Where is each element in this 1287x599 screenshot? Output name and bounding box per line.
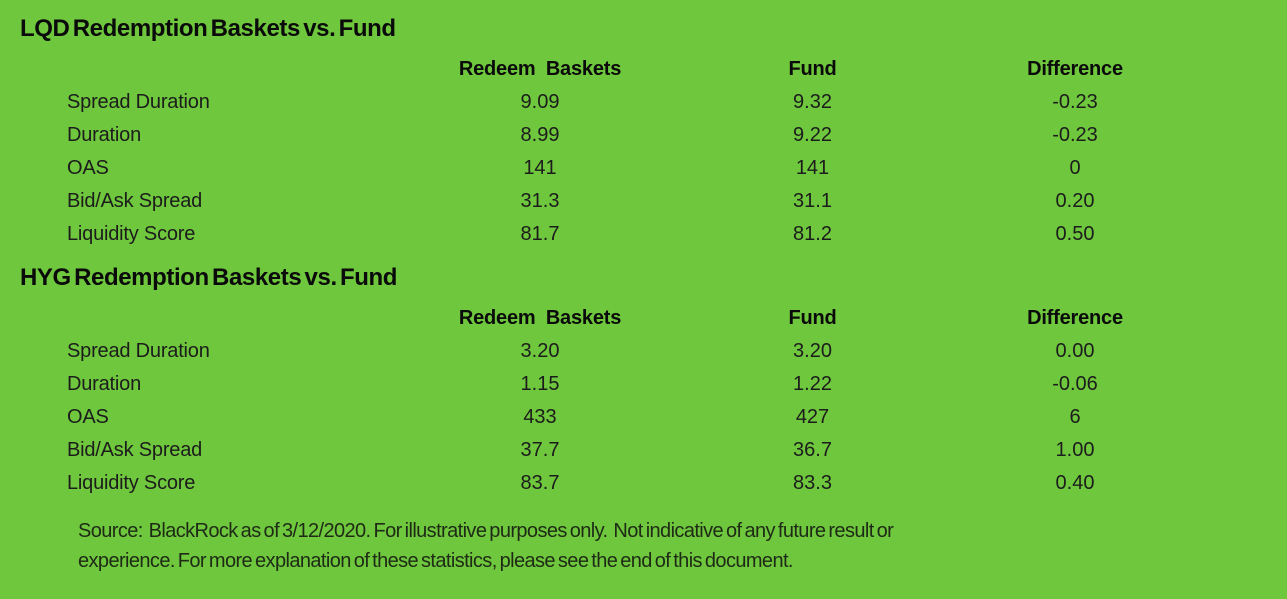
cell-difference: 0.00 bbox=[1055, 340, 1095, 362]
cell-difference: 1.00 bbox=[1055, 439, 1095, 461]
row-label: Duration bbox=[67, 124, 141, 146]
cell-redeem-baskets: 9.09 bbox=[520, 91, 560, 113]
lqd-header-row: Redeem Baskets Fund Difference bbox=[0, 52, 1287, 86]
cell-difference: 0 bbox=[1069, 157, 1081, 179]
cell-redeem-baskets: 1.15 bbox=[520, 373, 560, 395]
cell-redeem-baskets: 141 bbox=[523, 157, 557, 179]
hyg-column-header-difference: Difference bbox=[1027, 306, 1123, 329]
row-label: OAS bbox=[67, 157, 109, 179]
table-row: Bid/Ask Spread 37.7 36.7 1.00 bbox=[0, 434, 1287, 467]
row-label: Spread Duration bbox=[67, 91, 210, 113]
table-row: Duration 1.15 1.22 -0.06 bbox=[0, 368, 1287, 401]
cell-difference: -0.23 bbox=[1052, 91, 1098, 113]
row-label: Bid/Ask Spread bbox=[67, 439, 203, 461]
lqd-column-header-fund: Fund bbox=[788, 57, 837, 80]
table-row: Spread Duration 9.09 9.32 -0.23 bbox=[0, 86, 1287, 119]
table-row: Liquidity Score 83.7 83.3 0.40 bbox=[0, 467, 1287, 500]
cell-redeem-baskets: 433 bbox=[523, 406, 557, 428]
table-row: OAS 433 427 6 bbox=[0, 401, 1287, 434]
cell-fund: 427 bbox=[795, 406, 830, 428]
cell-redeem-baskets: 81.7 bbox=[520, 223, 560, 245]
cell-difference: -0.06 bbox=[1052, 373, 1098, 395]
cell-redeem-baskets: 37.7 bbox=[520, 439, 560, 461]
table-row: Liquidity Score 81.7 81.2 0.50 bbox=[0, 218, 1287, 251]
cell-fund: 36.7 bbox=[793, 439, 832, 461]
hyg-section: HYG Redemption Baskets vs. Fund Redeem B… bbox=[0, 263, 1287, 500]
hyg-header-row: Redeem Baskets Fund Difference bbox=[0, 301, 1287, 335]
row-label: Liquidity Score bbox=[67, 472, 196, 494]
row-label: Bid/Ask Spread bbox=[67, 190, 203, 212]
cell-redeem-baskets: 31.3 bbox=[520, 190, 560, 212]
cell-difference: -0.23 bbox=[1052, 124, 1098, 146]
lqd-section-title: LQD Redemption Baskets vs. Fund bbox=[20, 15, 396, 42]
source-footnote-line-1: Source: BlackRock as of 3/12/2020. For i… bbox=[78, 520, 894, 542]
cell-fund: 9.22 bbox=[793, 124, 832, 146]
cell-fund: 31.1 bbox=[793, 190, 832, 212]
cell-fund: 9.32 bbox=[793, 91, 832, 113]
table-row: OAS 141 141 0 bbox=[0, 152, 1287, 185]
cell-difference: 6 bbox=[1069, 406, 1081, 428]
cell-redeem-baskets: 83.7 bbox=[520, 472, 560, 494]
row-label: Spread Duration bbox=[67, 340, 210, 362]
lqd-column-header-difference: Difference bbox=[1027, 57, 1123, 80]
cell-fund: 1.22 bbox=[793, 373, 832, 395]
source-footnote-line-2: experience. For more explanation of thes… bbox=[78, 550, 794, 572]
cell-fund: 83.3 bbox=[793, 472, 832, 494]
hyg-column-header-fund: Fund bbox=[788, 306, 837, 329]
lqd-column-header-redeem-baskets: Redeem Baskets bbox=[458, 57, 622, 80]
table-row: Bid/Ask Spread 31.3 31.1 0.20 bbox=[0, 185, 1287, 218]
row-label: OAS bbox=[67, 406, 109, 428]
table-row: Duration 8.99 9.22 -0.23 bbox=[0, 119, 1287, 152]
table-row: Spread Duration 3.20 3.20 0.00 bbox=[0, 335, 1287, 368]
hyg-section-title: HYG Redemption Baskets vs. Fund bbox=[20, 264, 398, 291]
cell-fund: 3.20 bbox=[793, 340, 832, 362]
row-label: Duration bbox=[67, 373, 141, 395]
cell-difference: 0.40 bbox=[1055, 472, 1095, 494]
cell-difference: 0.50 bbox=[1055, 223, 1095, 245]
cell-redeem-baskets: 3.20 bbox=[520, 340, 560, 362]
source-footnote: Source: BlackRock as of 3/12/2020. For i… bbox=[78, 516, 1257, 576]
lqd-section: LQD Redemption Baskets vs. Fund Redeem B… bbox=[0, 14, 1287, 251]
row-label: Liquidity Score bbox=[67, 223, 196, 245]
cell-difference: 0.20 bbox=[1055, 190, 1095, 212]
cell-fund: 81.2 bbox=[793, 223, 832, 245]
hyg-column-header-redeem-baskets: Redeem Baskets bbox=[458, 306, 622, 329]
cell-redeem-baskets: 8.99 bbox=[520, 124, 560, 146]
cell-fund: 141 bbox=[795, 157, 830, 179]
